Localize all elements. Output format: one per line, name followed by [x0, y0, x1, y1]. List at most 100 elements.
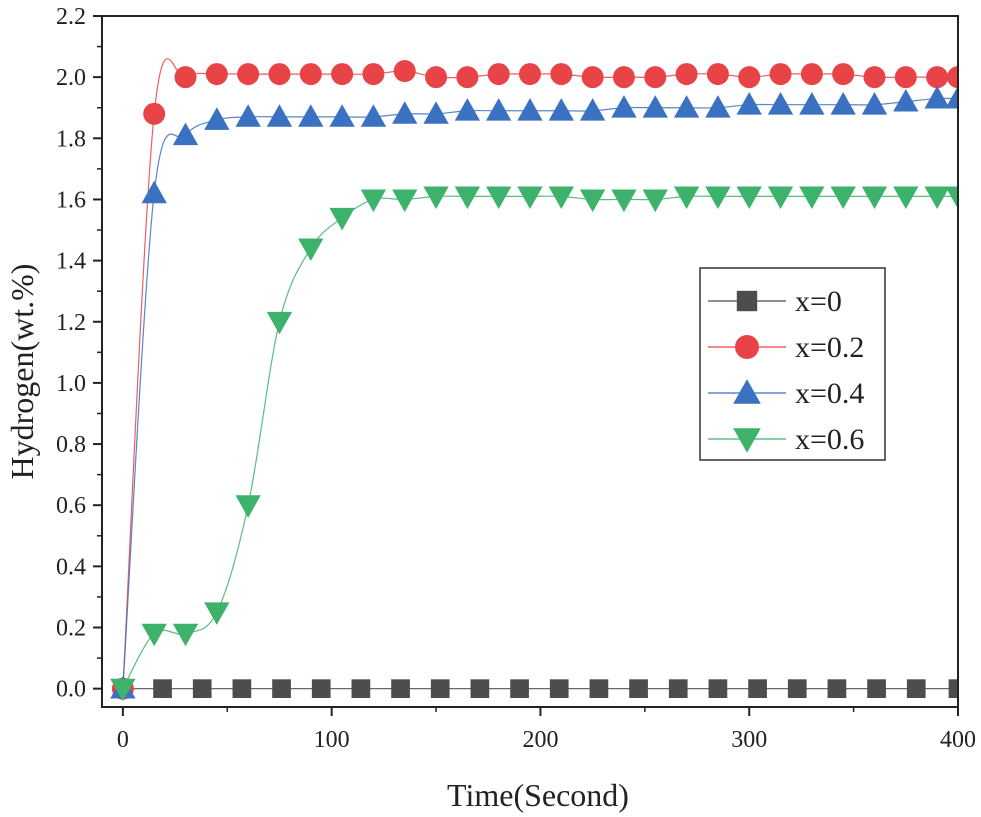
triangle-down-marker [611, 189, 637, 213]
circle-marker [612, 66, 635, 89]
circle-marker [894, 66, 917, 89]
square-marker [787, 679, 807, 699]
triangle-down-marker [799, 186, 825, 210]
triangle-up-marker [329, 104, 355, 127]
circle-marker [362, 63, 385, 86]
triangle-down-marker [392, 189, 418, 213]
x-axis: 0 100 200 300 400 [117, 707, 976, 753]
square-marker [549, 679, 569, 699]
series-3 [110, 85, 958, 699]
triangle-down-marker [767, 186, 794, 210]
y-tick-label: 2.0 [56, 65, 86, 91]
triangle-down-marker [642, 189, 668, 213]
square-marker [232, 679, 252, 699]
square-marker [430, 679, 450, 699]
triangle-down-marker [110, 678, 136, 702]
triangle-down-marker [454, 186, 481, 210]
circle-marker [706, 63, 729, 86]
circle-marker [299, 63, 322, 86]
triangle-up-marker [423, 101, 449, 124]
square-marker [629, 679, 648, 699]
circle-marker [581, 66, 604, 89]
circle-marker [205, 63, 228, 86]
triangle-up-marker [705, 95, 731, 118]
circle-marker [519, 63, 541, 86]
triangle-up-marker [893, 88, 919, 112]
triangle-up-marker [235, 104, 261, 127]
triangle-down-marker [705, 186, 731, 210]
triangle-down-marker [360, 189, 387, 213]
circle-marker [393, 60, 416, 83]
y-tick-label: 1.2 [56, 310, 86, 336]
triangle-down-marker [861, 186, 888, 210]
square-marker [827, 679, 847, 699]
triangle-up-marker [141, 180, 167, 204]
x-tick-label: 0 [117, 727, 129, 753]
circle-marker [237, 63, 260, 86]
triangle-up-marker [392, 101, 418, 124]
triangle-up-marker [517, 98, 543, 121]
triangle-up-marker [799, 92, 825, 115]
legend-square-marker [736, 290, 758, 312]
y-tick-label: 0.2 [56, 616, 86, 642]
square-marker [668, 679, 688, 699]
square-marker [153, 679, 172, 699]
circle-marker [143, 102, 166, 125]
square-marker [510, 679, 529, 699]
triangle-down-marker [486, 186, 512, 210]
triangle-down-marker [579, 189, 606, 213]
triangle-down-marker [548, 186, 574, 210]
triangle-up-marker [642, 95, 668, 118]
circle-marker [769, 63, 792, 86]
legend-circle-marker [735, 335, 759, 359]
triangle-up-marker [360, 104, 387, 127]
triangle-down-marker [673, 186, 700, 210]
legend-triangle-up-marker [733, 379, 761, 404]
y-tick-label: 2.2 [56, 4, 86, 30]
circle-marker [832, 63, 855, 86]
y-tick-label: 0.0 [56, 677, 86, 703]
y-tick-label: 1.0 [56, 371, 86, 397]
triangle-up-marker [767, 92, 794, 115]
circle-marker [456, 66, 479, 89]
legend-label: x=0.4 [795, 377, 864, 410]
legend-item: x=0 [708, 285, 842, 318]
series-1 [113, 679, 958, 699]
circle-marker [487, 63, 510, 86]
square-marker [272, 679, 291, 699]
triangle-down-marker [736, 186, 762, 210]
y-axis-title: Hydrogen(wt.%) [4, 264, 40, 480]
triangle-down-marker [329, 207, 355, 231]
legend-box [699, 267, 886, 461]
series-4 [110, 186, 958, 702]
legend-label: x=0.2 [795, 331, 864, 364]
triangle-up-marker [673, 95, 700, 118]
square-marker [589, 679, 609, 699]
triangle-up-marker [548, 98, 574, 121]
triangle-up-marker [830, 92, 856, 115]
triangle-down-marker [945, 186, 958, 210]
legend-label: x=0 [795, 285, 842, 318]
triangle-up-marker [611, 95, 637, 118]
square-marker [867, 679, 886, 699]
plot-area [110, 58, 958, 702]
y-tick-label: 1.8 [56, 126, 86, 152]
circle-marker [174, 66, 197, 89]
square-marker [311, 679, 331, 699]
y-tick-label: 1.6 [56, 187, 86, 213]
triangle-up-marker [924, 85, 950, 109]
legend-item: x=0.4 [708, 377, 864, 410]
x-tick-label: 200 [522, 727, 558, 753]
square-marker [748, 679, 767, 699]
square-marker [470, 679, 490, 699]
triangle-down-marker [830, 186, 856, 210]
circle-marker [947, 66, 958, 89]
circle-marker [675, 63, 698, 86]
circle-marker [550, 63, 573, 86]
circle-marker [863, 66, 886, 89]
triangle-up-marker [266, 104, 293, 127]
triangle-down-marker [893, 186, 919, 210]
circle-marker [331, 63, 354, 86]
square-marker [906, 679, 926, 699]
circle-marker [425, 66, 448, 89]
